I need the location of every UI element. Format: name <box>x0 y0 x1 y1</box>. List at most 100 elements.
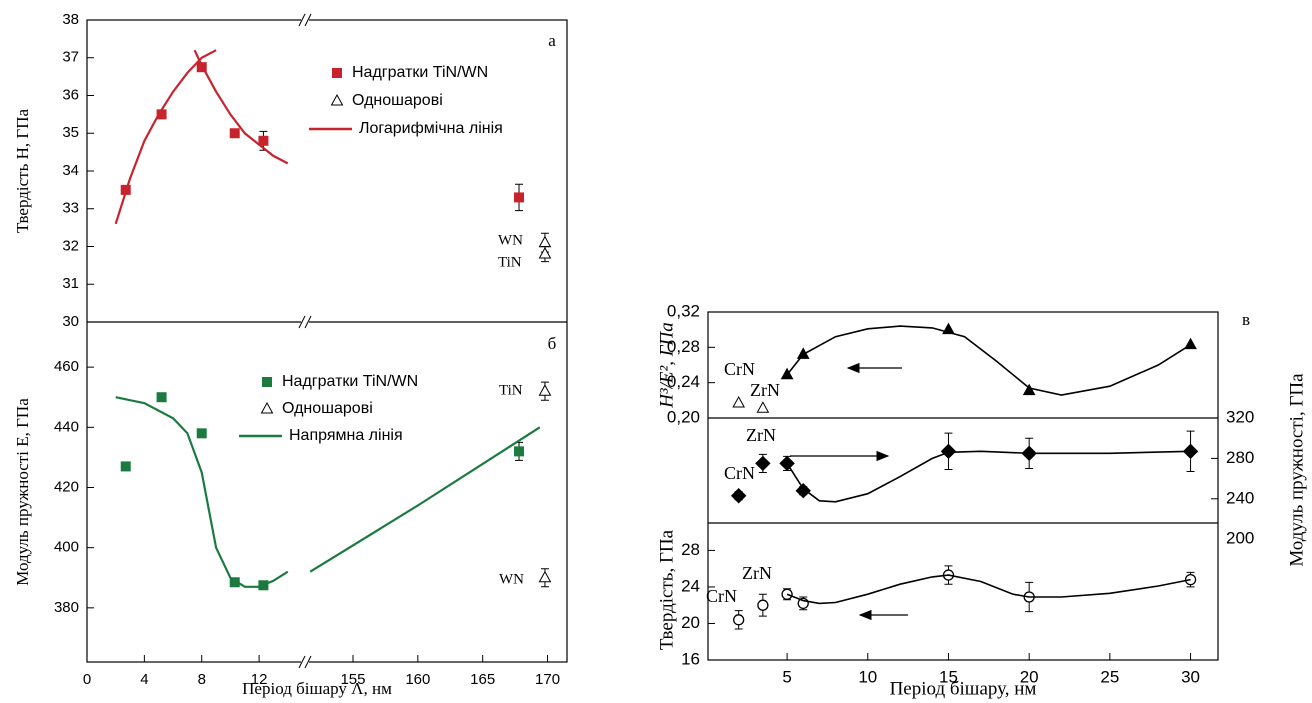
data-point <box>538 570 552 583</box>
y-tick-label: 420 <box>54 478 79 495</box>
y-axis-title: Твердість, ГПа <box>656 529 677 650</box>
y-tick-label: 460 <box>54 358 79 375</box>
fit-line <box>786 574 1191 605</box>
y-tick-label: 31 <box>62 275 79 292</box>
y-tick-label: 0,20 <box>667 407 700 426</box>
data-point <box>757 599 769 611</box>
x-tick-label: 30 <box>1181 667 1200 686</box>
data-point <box>733 614 745 626</box>
data-point <box>730 488 747 504</box>
x-tick-label: 20 <box>1020 667 1039 686</box>
x-tick-label: 4 <box>140 671 148 688</box>
data-point <box>538 235 552 248</box>
x-tick-label: 155 <box>340 671 365 688</box>
data-point <box>196 428 207 439</box>
legend-label: Напрямна лінія <box>289 427 403 444</box>
legend-label: Логарифмічна лінія <box>359 120 503 137</box>
y-tick-label: 240 <box>1226 488 1254 507</box>
y-tick-label: 280 <box>1226 448 1254 467</box>
point-annotation: WN <box>498 232 523 248</box>
x-tick-label: 12 <box>251 671 268 688</box>
point-annotation: ZrN <box>746 425 776 445</box>
legend-marker <box>262 377 272 387</box>
x-tick-label: 165 <box>470 671 495 688</box>
data-point <box>940 443 957 460</box>
data-point <box>258 135 269 146</box>
data-point <box>796 347 810 359</box>
axis-breaks <box>298 13 312 669</box>
data-point <box>229 128 240 139</box>
y-tick-label: 0,32 <box>667 301 700 320</box>
point-annotation: TiN <box>499 382 523 398</box>
x-axis-title: Період бішару, нм <box>890 678 1037 699</box>
y-tick-label: 440 <box>54 418 79 435</box>
point-annotation: TiN <box>498 254 522 270</box>
data-point <box>229 577 240 588</box>
data-point <box>1022 383 1036 396</box>
data-point <box>120 461 131 472</box>
fit-line <box>114 49 289 225</box>
y-tick-label: 32 <box>62 237 79 254</box>
data-point <box>514 446 525 457</box>
y-tick-label: 33 <box>62 200 79 217</box>
y-tick-label: 35 <box>62 124 79 141</box>
data-point <box>538 247 552 259</box>
y-tick-label: 38 <box>62 11 79 28</box>
point-annotation: ZrN <box>750 380 780 400</box>
x-tick-label: 8 <box>198 671 206 688</box>
y-tick-label: 16 <box>681 649 700 668</box>
x-tick-label: 25 <box>1100 667 1119 686</box>
y-tick-label: 20 <box>681 613 700 632</box>
y-tick-label: 24 <box>681 576 700 595</box>
left-frame <box>86 19 568 663</box>
legend-label: Одношарові <box>352 92 443 109</box>
right-frame <box>707 311 1219 661</box>
legend-label: Надгратки TiN/WN <box>282 373 418 390</box>
y-tick-label: 36 <box>62 86 79 103</box>
x-tick-label: 5 <box>782 667 791 686</box>
point-annotation: CrN <box>724 463 755 483</box>
y-tick-label: 0,24 <box>667 372 700 391</box>
x-tick-label: 0 <box>83 671 91 688</box>
y2-axis-title: Модуль пружності, ГПа <box>1286 373 1307 567</box>
data-point <box>756 401 770 413</box>
data-point <box>781 588 793 600</box>
y-axis-title: H³/E², ГПа <box>656 322 677 409</box>
x-tick-label: 170 <box>535 671 560 688</box>
point-annotation: WN <box>499 571 524 587</box>
y-tick-label: 28 <box>681 540 700 559</box>
y-tick-label: 200 <box>1226 529 1254 548</box>
legend-marker <box>260 401 274 414</box>
panel-label: в <box>1242 310 1250 329</box>
y-tick-label: 0,28 <box>667 337 700 356</box>
legend-label: Одношарові <box>282 400 373 417</box>
y-tick-label: 400 <box>54 539 79 556</box>
y-tick-label: 37 <box>62 49 79 66</box>
y-axis-title: Модуль пружності E, ГПа <box>13 398 32 586</box>
data-point <box>156 392 167 403</box>
fit-line <box>786 450 1191 503</box>
x-axis-title: Період бішару Λ, нм <box>242 679 392 698</box>
y-tick-label: 30 <box>62 313 79 330</box>
y-tick-label: 34 <box>62 162 79 179</box>
x-tick-label: 10 <box>858 667 877 686</box>
data-point <box>514 192 525 203</box>
fit-line <box>115 396 541 588</box>
data-point <box>538 384 552 396</box>
panel-label: а <box>548 31 556 50</box>
point-annotation: CrN <box>706 586 737 606</box>
legend-label: Надгратки TiN/WN <box>352 64 488 81</box>
x-tick-label: 15 <box>939 667 958 686</box>
legend-marker <box>332 68 342 78</box>
panel-label: б <box>548 334 557 353</box>
data-point <box>795 482 811 499</box>
data-point <box>156 109 167 120</box>
data-point <box>755 455 771 472</box>
legend-marker <box>330 93 344 106</box>
direction-arrows <box>790 362 908 621</box>
y-axis-title: Твердість H, ГПа <box>13 109 32 234</box>
point-annotation: ZrN <box>742 563 772 583</box>
y-tick-label: 380 <box>54 599 79 616</box>
fit-line <box>786 325 1192 396</box>
